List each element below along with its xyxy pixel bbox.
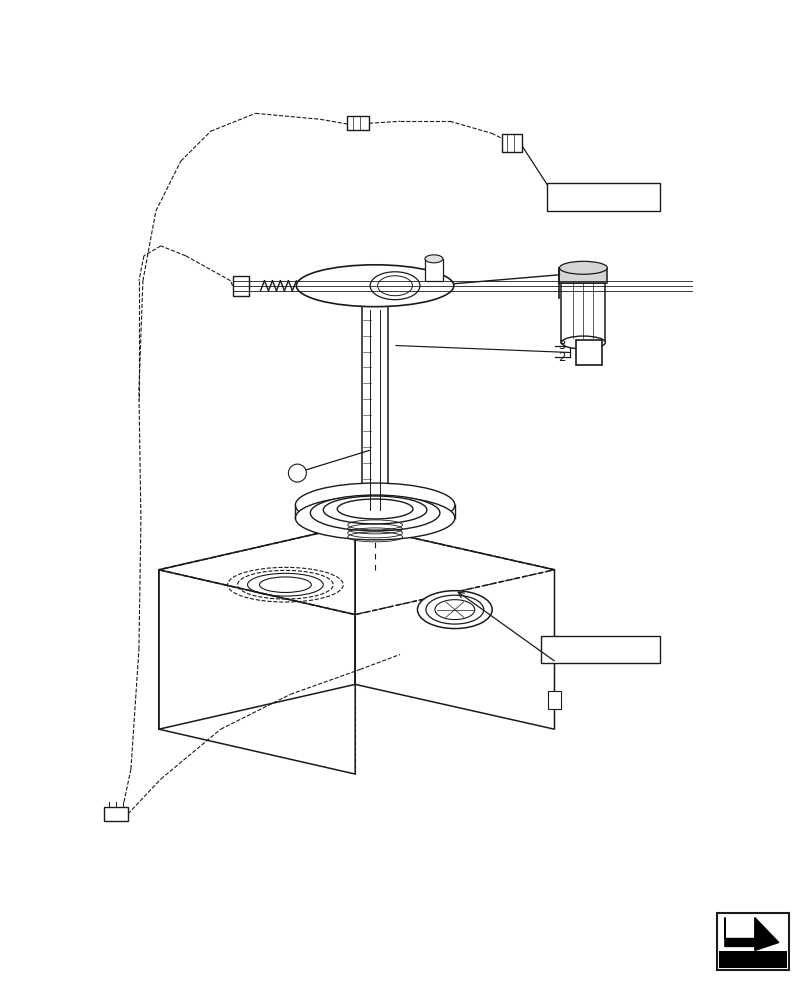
Ellipse shape	[559, 261, 607, 274]
Ellipse shape	[323, 496, 427, 524]
Ellipse shape	[560, 336, 604, 349]
Bar	[232, 276, 248, 296]
Bar	[501, 134, 521, 152]
Bar	[424, 259, 442, 281]
Text: 2: 2	[557, 351, 564, 364]
Ellipse shape	[296, 265, 453, 307]
Ellipse shape	[337, 499, 413, 519]
Bar	[104, 807, 128, 821]
Ellipse shape	[417, 591, 491, 629]
FancyBboxPatch shape	[576, 340, 602, 365]
Ellipse shape	[370, 272, 419, 300]
Ellipse shape	[295, 496, 454, 540]
FancyBboxPatch shape	[546, 183, 659, 211]
Ellipse shape	[426, 595, 483, 624]
Circle shape	[288, 464, 306, 482]
Bar	[560, 283, 604, 343]
Ellipse shape	[377, 276, 412, 296]
Polygon shape	[724, 918, 778, 950]
Ellipse shape	[295, 483, 454, 527]
Bar	[347, 116, 369, 130]
Bar	[716, 913, 787, 970]
Text: 3: 3	[557, 339, 564, 352]
Ellipse shape	[310, 495, 440, 531]
Text: 10.500.050: 10.500.050	[562, 643, 637, 656]
FancyBboxPatch shape	[540, 636, 659, 663]
Ellipse shape	[435, 600, 474, 620]
Bar	[718, 951, 786, 968]
Text: 1: 1	[584, 346, 593, 359]
Ellipse shape	[424, 255, 442, 263]
Bar	[547, 691, 560, 709]
Bar	[559, 268, 607, 283]
Text: 55.015.090: 55.015.090	[565, 191, 640, 204]
